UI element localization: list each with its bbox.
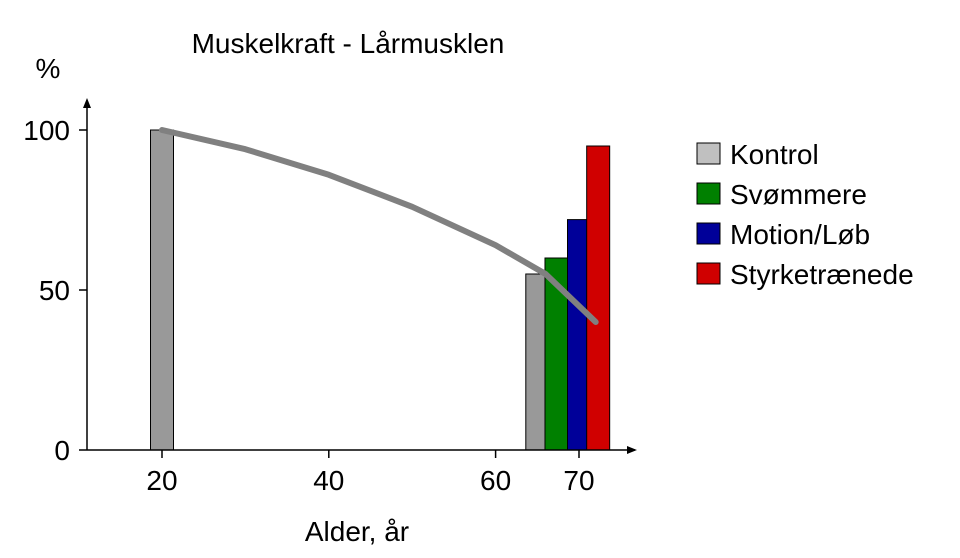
x-tick-label-40: 40	[313, 465, 344, 496]
x-tick-label-60: 60	[480, 465, 511, 496]
y-axis-label: %	[36, 53, 61, 84]
legend-swatch-motion-l-b	[696, 222, 721, 245]
legend-label-kontrol: Kontrol	[730, 139, 819, 170]
legend-label-motion-l-b: Motion/Løb	[730, 219, 870, 250]
legend-swatch-kontrol	[696, 142, 721, 165]
legend-swatch-styrketr-nede	[696, 262, 721, 285]
legend: Kontrol Svømmere Motion/Løb Styrketrænede	[696, 139, 914, 290]
y-tick-label-100: 100	[23, 115, 70, 146]
legend-swatch-sv-mmere	[696, 182, 721, 205]
legend-label-sv-mmere: Svømmere	[730, 179, 867, 210]
trend-line	[159, 127, 599, 325]
x-axis-arrow	[627, 446, 637, 454]
chart-title: Muskelkraft - Lårmusklen	[192, 28, 505, 59]
x-tick-label-20: 20	[146, 465, 177, 496]
legend-label-styrketr-nede: Styrketrænede	[730, 259, 914, 290]
y-axis-arrow	[83, 98, 91, 108]
plot-area: 0 50 100 20 40 60 70	[23, 98, 637, 496]
x-tick-label-70: 70	[563, 465, 594, 496]
y-tick-label-0: 0	[54, 435, 70, 466]
bar-styrketr-nede-0	[586, 145, 611, 451]
bar-kontrol-0	[150, 129, 174, 451]
x-axis-label: Alder, år	[305, 516, 409, 547]
y-tick-label-50: 50	[39, 275, 70, 306]
